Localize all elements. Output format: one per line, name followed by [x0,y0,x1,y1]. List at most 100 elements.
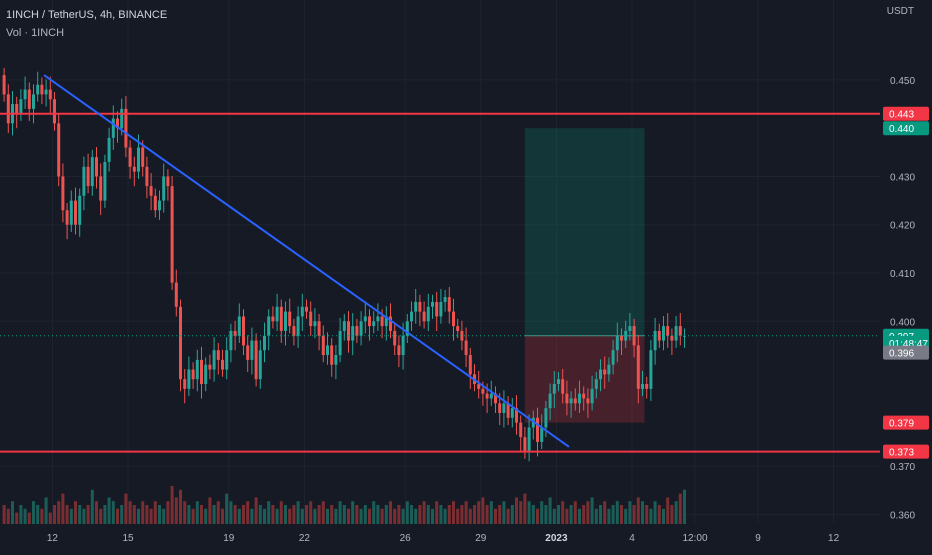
volume-bar [141,501,145,524]
candle-body [23,89,27,100]
volume-bar [187,505,191,524]
candle-body [53,99,56,124]
volume-bar [128,501,132,524]
candle-body [32,94,35,109]
volume-bar [208,497,212,524]
volume-bar [380,508,384,524]
volume-bar [120,505,124,524]
candle-body [615,335,619,351]
candle-body [569,398,573,404]
candle-body [422,311,426,322]
price-tag [883,121,929,136]
volume-bar [515,497,518,524]
candle-body [250,340,254,360]
candle-body [481,388,485,394]
symbol-title[interactable]: 1INCH / TetherUS, 4h, BINANCE [6,9,168,21]
candle-body [376,316,380,322]
time-tick-label: 29 [475,533,487,544]
candle-body [393,330,397,346]
candle-body [300,306,304,317]
volume-bar [338,501,342,524]
volume-bar [439,505,443,524]
volume-bar [683,489,686,524]
volume-bar [645,505,649,524]
volume-bar [330,505,334,524]
volume-bar [603,501,607,524]
candle-body [15,104,19,114]
candle-body [426,306,430,322]
volume-bar [523,493,527,524]
volume-bar [158,505,161,524]
symbol-row[interactable]: 1INCH / TetherUS, 4h, BINANCE [6,6,167,24]
candle-body [594,379,598,389]
candle-body [242,316,245,346]
time-tick-label: 12 [828,533,840,544]
time-tick-label: 4 [629,533,635,544]
volume-bar [225,493,229,524]
volume-bar [393,508,397,524]
candle-body [204,364,208,385]
volume-bar [23,508,27,524]
candle-body [65,210,69,225]
volume-bar [162,508,166,524]
time-tick-label: 12 [47,533,59,544]
time-axis-bg [0,524,932,550]
volume-bar [628,501,632,524]
candle-body [309,311,313,327]
candle-body [431,301,434,307]
candle-body [267,316,271,336]
price-tag [883,106,929,121]
candle-body [321,335,325,356]
candle-body [279,306,283,331]
candle-body [452,311,455,327]
volume-bar [557,505,560,524]
price-tick-label: 0.370 [890,462,915,473]
candle-body [288,311,292,327]
volume-bar [212,505,216,524]
volume-bar [233,505,237,524]
candlestick-series [2,67,686,462]
long-position-tool [524,128,645,423]
volume-bar [195,501,199,524]
volume-bar [191,508,195,524]
volume-bar [19,505,23,524]
candle-body [90,157,94,187]
candle-body [468,355,472,375]
candle-body [170,186,174,283]
candle-body [191,369,195,380]
candle-body [305,306,308,312]
candle-body [208,364,212,370]
volume-row[interactable]: Vol · 1INCH [6,24,167,42]
candle-body [124,108,128,148]
time-tick-label: 2023 [545,533,568,544]
volume-bar [86,505,90,524]
volume-bar [494,508,497,524]
candle-body [636,345,640,389]
volume-bar [204,508,208,524]
time-tick-label: 15 [122,533,134,544]
volume-bar [321,501,325,524]
candle-body [6,94,10,124]
volume-indicator-label[interactable]: Vol · 1INCH [6,27,65,39]
volume-bar [111,501,115,524]
volume-bar [611,505,615,524]
candle-body [296,316,300,336]
candle-body [338,330,342,356]
volume-bar [250,508,254,524]
volume-bar [275,508,279,524]
volume-bar [468,508,472,524]
volume-bar [359,508,363,524]
volume-bar [137,508,140,524]
volume-bar [313,508,317,524]
candle-body [506,403,510,418]
volume-bar [473,505,476,524]
candle-body [221,359,224,370]
volume-bar [15,512,19,524]
candle-body [590,388,594,404]
candle-body [498,403,502,413]
volume-bar [296,501,300,524]
candle-body [527,427,531,452]
volume-bar [540,501,544,524]
